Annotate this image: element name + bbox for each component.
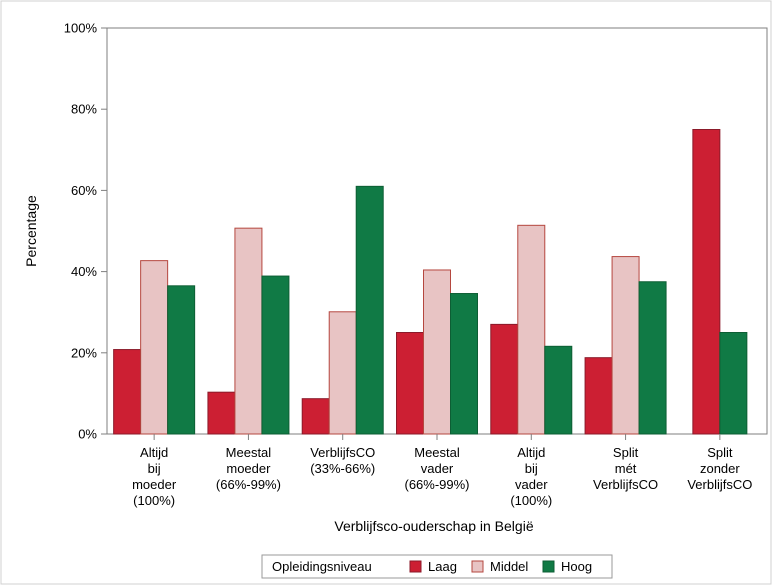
x-category-label-line: (66%-99%) [216, 477, 281, 492]
bar-hoog [167, 285, 196, 435]
legend-swatch-laag [409, 560, 422, 573]
bar-laag [692, 129, 721, 435]
x-category-label-line: moeder [226, 461, 271, 476]
bar-hoog [450, 293, 478, 435]
bar-hoog [544, 345, 573, 435]
bar-laag [490, 323, 519, 435]
x-category-label-line: VerblijfsCO [687, 477, 752, 492]
bar-hoog [638, 281, 667, 435]
x-category-label-line: vader [421, 461, 454, 476]
legend-label-laag: Laag [428, 559, 457, 574]
x-category-label: Meestal vader (66%-99%) [404, 445, 469, 492]
y-tick-label: 0% [78, 427, 97, 442]
bar-middel [517, 224, 546, 435]
legend-box [261, 554, 613, 579]
y-tick-label: 20% [71, 345, 97, 360]
x-axis-title: Verblijfsco-ouderschap in België [334, 518, 533, 534]
bar-middel [328, 311, 357, 435]
x-category-label-line: moeder [132, 477, 177, 492]
legend-swatch-middel [471, 560, 484, 573]
x-category-label-line: bij [525, 461, 538, 476]
bar-laag [207, 391, 236, 435]
x-category-label-line: (33%-66%) [310, 461, 375, 476]
x-category-label-line: mét [615, 461, 637, 476]
x-category-label-line: (66%-99%) [404, 477, 469, 492]
bar-middel [423, 269, 451, 435]
legend-label-middel: Middel [490, 559, 528, 574]
bar-hoog [355, 185, 384, 435]
y-tick-label: 80% [71, 102, 97, 117]
legend-swatch-hoog [542, 560, 555, 573]
x-category-label-line: VerblijfsCO [310, 445, 375, 460]
x-category-label: Split mét VerblijfsCO [593, 445, 658, 492]
x-category-label: Altijd bij moeder (100%) [132, 445, 177, 508]
y-axis-title: Percentage [23, 195, 39, 267]
x-category-label-line: Meestal [226, 445, 272, 460]
bar-middel [611, 256, 640, 435]
bar-hoog [261, 275, 290, 435]
y-tick-label: 40% [71, 264, 97, 279]
x-category-label-line: Altijd [140, 445, 168, 460]
x-category-label: VerblijfsCO (33%-66%) [310, 445, 375, 476]
x-category-label-line: bij [148, 461, 161, 476]
bar-laag [301, 398, 330, 435]
x-category-label: Meestal moeder (66%-99%) [216, 445, 281, 492]
x-category-label-line: (100%) [133, 493, 175, 508]
x-category-label-line: Split [707, 445, 733, 460]
bar-laag [396, 332, 424, 435]
x-category-label-line: Split [613, 445, 639, 460]
x-category-label-line: Altijd [517, 445, 545, 460]
bar-hoog [719, 332, 748, 435]
x-category-label-line: zonder [700, 461, 740, 476]
x-category-label-line: vader [515, 477, 548, 492]
x-category-label: Altijd bij vader (100%) [510, 445, 552, 508]
bar-middel [234, 227, 263, 435]
y-tick-label: 60% [71, 183, 97, 198]
x-category-label-line: Meestal [414, 445, 460, 460]
x-category-label-line: (100%) [510, 493, 552, 508]
x-category-label-line: VerblijfsCO [593, 477, 658, 492]
bar-middel [140, 260, 169, 435]
bar-laag [113, 349, 142, 435]
legend-label-hoog: Hoog [561, 559, 592, 574]
bar-laag [584, 357, 613, 435]
x-category-label: Split zonder VerblijfsCO [687, 445, 752, 492]
y-tick-label: 100% [64, 21, 98, 36]
legend-title: Opleidingsniveau [272, 559, 372, 574]
